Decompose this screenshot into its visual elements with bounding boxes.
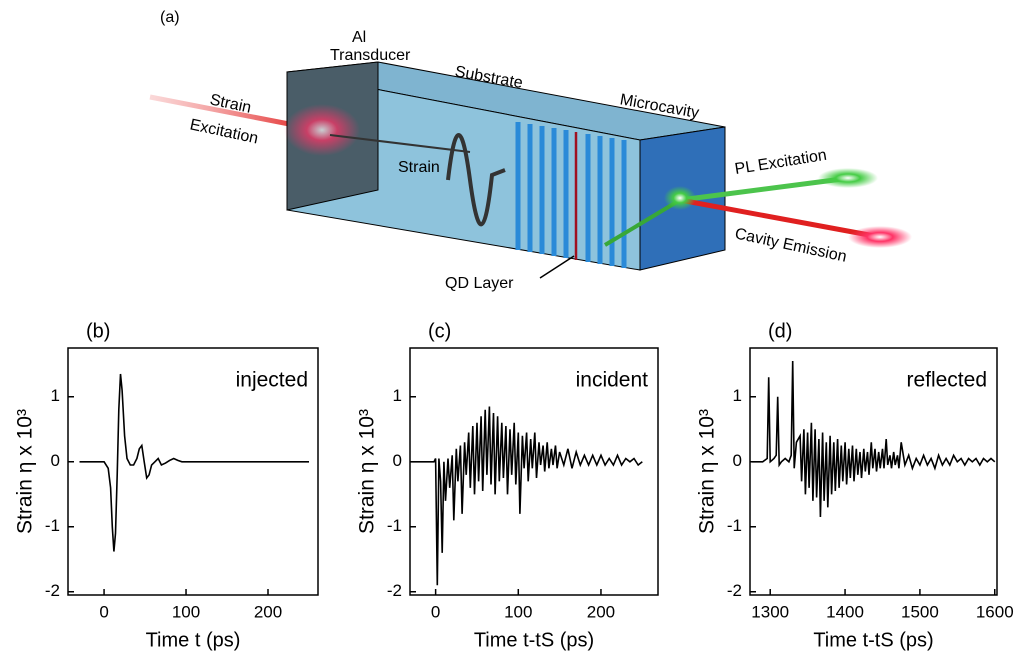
y-tick-label: -2 xyxy=(45,581,60,600)
panel-label: (a) xyxy=(160,9,180,26)
y-tick-label: 1 xyxy=(51,386,60,405)
excitation-spot xyxy=(284,104,360,156)
y-tick-label: 0 xyxy=(733,451,742,470)
x-tick-label: 0 xyxy=(99,602,108,621)
pl-source xyxy=(818,168,878,188)
panel-label: (c) xyxy=(428,320,451,342)
y-axis-label: Strain η x 10³ xyxy=(14,409,37,534)
label: Al xyxy=(352,29,366,46)
x-tick-label: 1600 xyxy=(976,602,1014,621)
x-tick-label: 100 xyxy=(172,602,200,621)
y-tick-label: -2 xyxy=(727,581,742,600)
pl-beam-inner xyxy=(603,198,682,247)
data-line xyxy=(410,406,643,586)
strain-path xyxy=(329,134,471,153)
emission-out xyxy=(848,226,912,248)
label: Cavity Emission xyxy=(733,225,848,265)
x-tick-label: 1500 xyxy=(901,602,939,621)
plot-frame xyxy=(749,347,998,596)
y-axis-label: Strain η x 10³ xyxy=(356,409,379,534)
annotation: injected xyxy=(236,369,308,392)
y-tick-label: 1 xyxy=(733,386,742,405)
label: Transducer xyxy=(330,47,411,64)
x-axis-label: Time t (ps) xyxy=(146,629,241,651)
y-tick-label: 1 xyxy=(393,386,402,405)
annotation: incident xyxy=(576,369,649,392)
strain-pulse xyxy=(446,133,506,227)
data-line xyxy=(751,360,996,518)
label: Strain xyxy=(398,159,440,176)
label: QD Layer xyxy=(445,275,514,292)
x-tick-label: 100 xyxy=(504,602,532,621)
panel-label: (b) xyxy=(86,320,110,342)
y-tick-label: -1 xyxy=(45,516,60,535)
panel-label: (d) xyxy=(768,320,792,342)
x-tick-label: 200 xyxy=(587,602,615,621)
y-tick-label: 0 xyxy=(393,451,402,470)
x-tick-label: 200 xyxy=(254,602,282,621)
schematic: (a) Al Transducer Substrate Microcavity … xyxy=(149,9,912,292)
y-tick-label: -2 xyxy=(387,581,402,600)
label: Excitation xyxy=(188,116,259,147)
label: PL Excitation xyxy=(734,147,828,178)
emission-beam xyxy=(679,197,881,240)
pl-spot xyxy=(664,186,696,210)
x-tick-label: 1300 xyxy=(751,602,789,621)
qd-pointer xyxy=(539,255,575,279)
data-line xyxy=(79,373,309,552)
annotation: reflected xyxy=(906,369,987,392)
x-tick-label: 1400 xyxy=(826,602,864,621)
plot-frame xyxy=(67,347,319,596)
x-axis-label: Time t-tS (ps) xyxy=(813,629,933,651)
x-tick-label: 0 xyxy=(431,602,440,621)
y-tick-label: -1 xyxy=(727,516,742,535)
cavity-layers xyxy=(515,122,627,268)
y-tick-label: -1 xyxy=(387,516,402,535)
x-axis-label: Time t-tS (ps) xyxy=(474,629,594,651)
plot-frame xyxy=(409,347,659,596)
y-tick-label: 0 xyxy=(51,451,60,470)
y-axis-label: Strain η x 10³ xyxy=(696,409,719,534)
